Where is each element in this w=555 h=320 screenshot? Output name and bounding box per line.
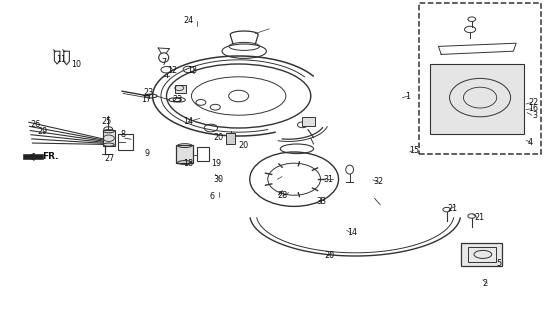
Text: 18: 18 [183, 159, 193, 168]
Text: 8: 8 [120, 130, 125, 139]
Text: 2: 2 [483, 279, 488, 288]
Bar [175, 85, 186, 93]
Text: 26: 26 [31, 120, 41, 129]
Text: 25: 25 [101, 117, 111, 126]
Text: FR.: FR. [42, 152, 59, 161]
Text: 23: 23 [143, 88, 153, 97]
Text: 32: 32 [373, 177, 383, 186]
Text: 23: 23 [172, 95, 182, 104]
Text: 13: 13 [188, 66, 198, 75]
Text: 1: 1 [405, 92, 410, 100]
Text: 7: 7 [161, 58, 166, 67]
Text: 4: 4 [527, 138, 532, 147]
Text: 22: 22 [528, 98, 538, 107]
Text: 3: 3 [533, 111, 538, 120]
Text: 29: 29 [38, 127, 48, 136]
Text: 27: 27 [104, 154, 114, 163]
Text: 33: 33 [316, 197, 326, 206]
Bar [23, 154, 43, 159]
Bar [197, 147, 209, 161]
Text: 5: 5 [497, 260, 502, 268]
Text: 12: 12 [168, 66, 178, 75]
Text: 31: 31 [323, 175, 333, 184]
Bar [468, 247, 496, 262]
Text: 30: 30 [214, 175, 224, 184]
Text: 20: 20 [214, 133, 224, 142]
Text: 10: 10 [71, 60, 81, 68]
Text: 14: 14 [183, 117, 193, 126]
Text: 20: 20 [239, 141, 249, 150]
Text: 9: 9 [144, 149, 149, 158]
Text: 17: 17 [142, 95, 152, 104]
Text: 20: 20 [325, 252, 335, 260]
Bar [226, 133, 235, 144]
Text: 6: 6 [210, 192, 215, 201]
Bar [419, 3, 541, 154]
Bar [430, 64, 524, 134]
Text: 15: 15 [410, 146, 420, 155]
Text: 24: 24 [183, 16, 193, 25]
Text: 16: 16 [528, 104, 538, 113]
Text: 21: 21 [447, 204, 457, 213]
Bar [461, 243, 502, 266]
Bar [118, 134, 133, 150]
Bar [302, 117, 315, 126]
Text: 21: 21 [474, 213, 484, 222]
Text: 14: 14 [347, 228, 357, 237]
Text: 19: 19 [211, 159, 221, 168]
Bar [103, 130, 115, 146]
Bar [176, 145, 193, 163]
Text: 11: 11 [57, 55, 67, 64]
Text: 28: 28 [278, 191, 287, 200]
